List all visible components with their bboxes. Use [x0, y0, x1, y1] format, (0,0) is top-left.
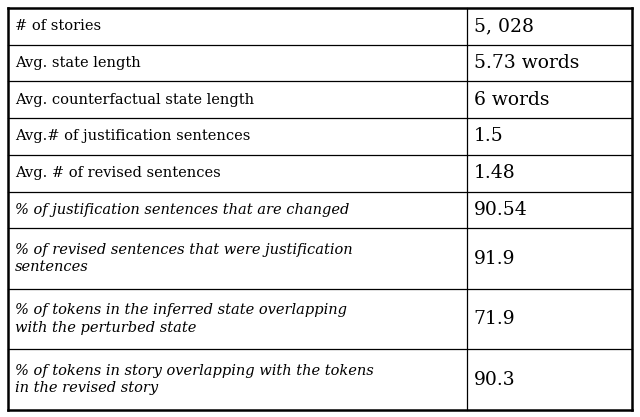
Text: # of stories: # of stories: [15, 19, 101, 33]
Text: % of justification sentences that are changed: % of justification sentences that are ch…: [15, 203, 349, 217]
Text: 5.73 words: 5.73 words: [474, 54, 579, 72]
Text: Avg. state length: Avg. state length: [15, 56, 141, 70]
Text: 90.54: 90.54: [474, 201, 527, 219]
Text: % of tokens in story overlapping with the tokens
in the revised story: % of tokens in story overlapping with th…: [15, 364, 374, 395]
Text: 90.3: 90.3: [474, 371, 515, 389]
Text: Avg. counterfactual state length: Avg. counterfactual state length: [15, 93, 254, 107]
Text: 5, 028: 5, 028: [474, 18, 534, 35]
Text: 91.9: 91.9: [474, 249, 515, 268]
Text: 6 words: 6 words: [474, 91, 549, 109]
Text: 71.9: 71.9: [474, 310, 515, 328]
Text: 1.48: 1.48: [474, 164, 515, 182]
Text: % of tokens in the inferred state overlapping
with the perturbed state: % of tokens in the inferred state overla…: [15, 304, 347, 335]
Text: Avg.# of justification sentences: Avg.# of justification sentences: [15, 130, 250, 143]
Text: 1.5: 1.5: [474, 128, 504, 146]
Text: Avg. # of revised sentences: Avg. # of revised sentences: [15, 166, 221, 180]
Text: % of revised sentences that were justification
sentences: % of revised sentences that were justifi…: [15, 243, 353, 274]
